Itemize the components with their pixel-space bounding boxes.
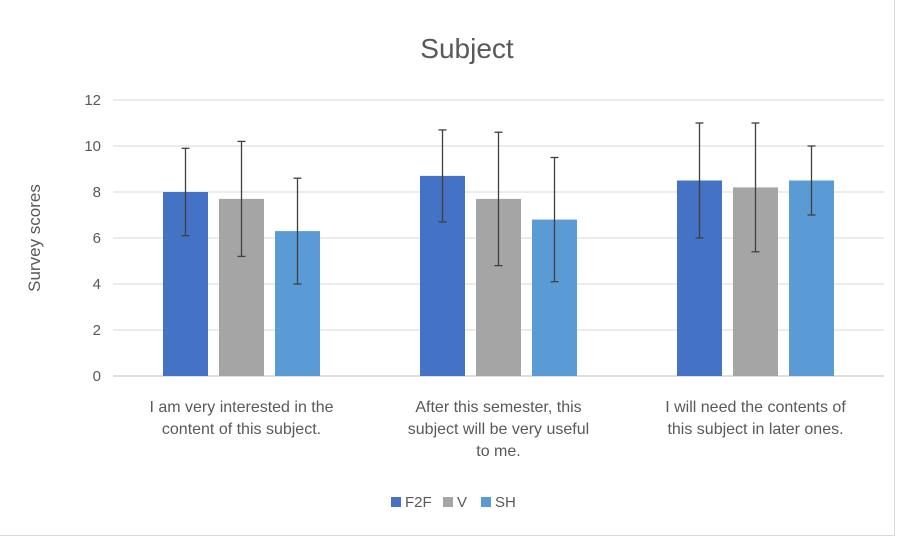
legend-label: SH [495, 494, 516, 511]
y-axis-ticks: 0 2 4 6 8 10 12 [84, 92, 101, 385]
legend-item-sh: SH [481, 494, 516, 511]
error-bar-v-2 [494, 131, 503, 267]
category-label: I will need the contents of this subject … [665, 399, 846, 438]
y-tick-label: 2 [93, 322, 101, 339]
category-label: I am very interested in the content of th… [149, 399, 333, 438]
legend-label: F2F [405, 494, 432, 511]
error-bar-sh-2 [550, 156, 559, 283]
error-bars [181, 122, 816, 285]
chart-title: Subject [420, 33, 514, 64]
error-bar-sh-1 [293, 177, 302, 285]
legend-swatch [481, 497, 491, 507]
y-tick-label: 8 [93, 184, 101, 201]
error-bar-f2f-2 [438, 129, 447, 223]
y-axis-title: Survey scores [25, 184, 44, 292]
y-tick-label: 10 [84, 138, 101, 155]
category-labels: I am very interested in the content of th… [149, 399, 846, 460]
error-bar-sh-3 [807, 145, 816, 216]
error-bar-v-3 [751, 122, 760, 253]
y-tick-label: 12 [84, 92, 101, 109]
y-tick-label: 6 [93, 230, 101, 247]
legend-swatch [443, 497, 453, 507]
error-bar-v-1 [237, 140, 246, 258]
legend-item-f2f: F2F [391, 494, 432, 511]
error-bar-f2f-1 [181, 147, 190, 237]
legend-label: V [457, 494, 467, 511]
legend: F2F V SH [391, 494, 516, 511]
category-label: After this semester, this subject will be… [408, 399, 589, 460]
error-bar-f2f-3 [695, 122, 704, 239]
y-tick-label: 4 [93, 276, 101, 293]
legend-item-v: V [443, 494, 467, 511]
y-tick-label: 0 [93, 368, 101, 385]
legend-swatch [391, 497, 401, 507]
